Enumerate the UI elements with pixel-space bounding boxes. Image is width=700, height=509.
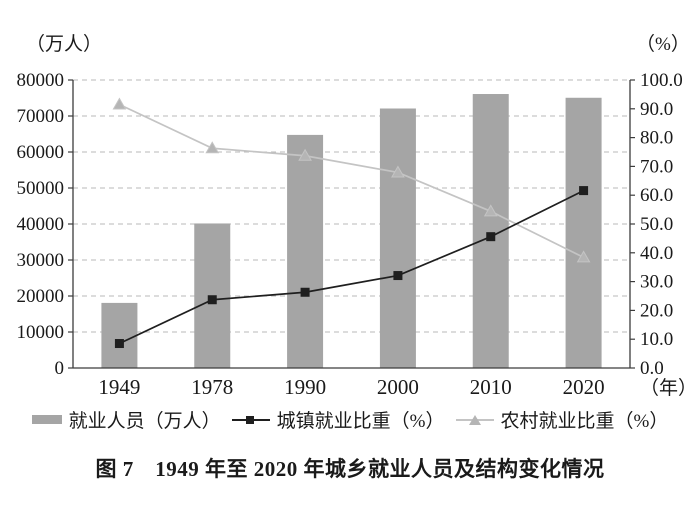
right-tick-label: 10.0 <box>640 329 673 350</box>
x-tick-label: 2000 <box>377 375 419 399</box>
left-tick-label: 50000 <box>17 178 65 199</box>
combo-chart: 0 10000 20000 30000 40000 50000 60000 70000 8000… <box>17 33 698 399</box>
triangle-marker-2020 <box>576 250 591 263</box>
legend-item-rural-share: 农村就业比重（%） <box>455 406 669 433</box>
x-tick-label: 1978 <box>191 375 233 399</box>
x-tick-label: 2020 <box>563 375 605 399</box>
left-axis-unit-label: （万人） <box>26 33 102 55</box>
legend-label-rural-share: 农村就业比重（%） <box>500 411 669 432</box>
line-triangle-swatch-icon <box>455 413 494 426</box>
left-tick-label: 10000 <box>17 322 65 343</box>
line-square-series <box>119 189 584 345</box>
x-axis-unit-label: （年） <box>640 377 697 399</box>
x-tick-label: 2010 <box>470 375 512 399</box>
legend-item-employment: 就业人员（万人） <box>31 406 221 433</box>
bar-1990 <box>287 134 324 368</box>
legend-triangle-marker-icon <box>468 415 481 425</box>
right-tick-label: 20.0 <box>640 300 673 321</box>
square-marker-1949 <box>114 339 124 349</box>
square-marker-2000 <box>393 271 403 281</box>
legend-item-urban-share: 城镇就业比重（%） <box>231 406 445 433</box>
square-marker-1990 <box>300 287 310 297</box>
bar-2020 <box>565 97 602 369</box>
x-tick-label: 1990 <box>284 375 326 399</box>
bar-2000 <box>379 108 416 368</box>
right-tick-label: 30.0 <box>640 272 673 293</box>
left-tick-label: 70000 <box>17 106 65 127</box>
triangle-marker-1990 <box>298 148 312 161</box>
triangle-marker-1949 <box>112 97 127 110</box>
right-tick-label: 0.0 <box>640 358 664 379</box>
line-triangle-series <box>119 103 584 259</box>
left-tick-label: 60000 <box>17 142 65 163</box>
right-tick-label: 80.0 <box>640 128 673 149</box>
left-tick-label: 40000 <box>17 214 65 235</box>
right-tick-label: 60.0 <box>640 185 673 206</box>
right-tick-label: 50.0 <box>640 214 673 235</box>
bar-swatch-icon <box>31 415 62 424</box>
triangle-marker-1978 <box>205 141 220 154</box>
triangle-marker-2010 <box>483 204 498 217</box>
square-marker-2020 <box>579 186 589 196</box>
right-tick-label: 70.0 <box>640 156 673 177</box>
legend-square-marker-icon <box>245 416 254 424</box>
left-tick-label: 80000 <box>17 70 65 91</box>
left-tick-label: 30000 <box>17 250 65 271</box>
left-tick-label: 20000 <box>17 286 65 307</box>
square-marker-2010 <box>486 232 496 242</box>
legend-label-urban-share: 城镇就业比重（%） <box>276 411 445 432</box>
bar-1949 <box>101 302 138 368</box>
right-tick-label: 40.0 <box>640 243 673 264</box>
right-tick-label: 90.0 <box>640 99 673 120</box>
triangle-marker-2000 <box>391 165 405 178</box>
right-tick-label: 100.0 <box>640 70 683 91</box>
left-tick-label: 0 <box>55 358 65 379</box>
figure-caption: 图 7 1949 年至 2020 年城乡就业人员及结构变化情况 <box>95 457 605 481</box>
x-tick-label: 1949 <box>98 375 140 399</box>
right-axis-unit-label: （%） <box>636 33 690 55</box>
line-square-swatch-icon <box>231 413 270 426</box>
square-marker-1978 <box>207 295 217 305</box>
chart-legend: 就业人员（万人） 城镇就业比重（%） 农村就业比重（%） <box>0 406 700 433</box>
legend-label-employment: 就业人员（万人） <box>68 411 221 432</box>
